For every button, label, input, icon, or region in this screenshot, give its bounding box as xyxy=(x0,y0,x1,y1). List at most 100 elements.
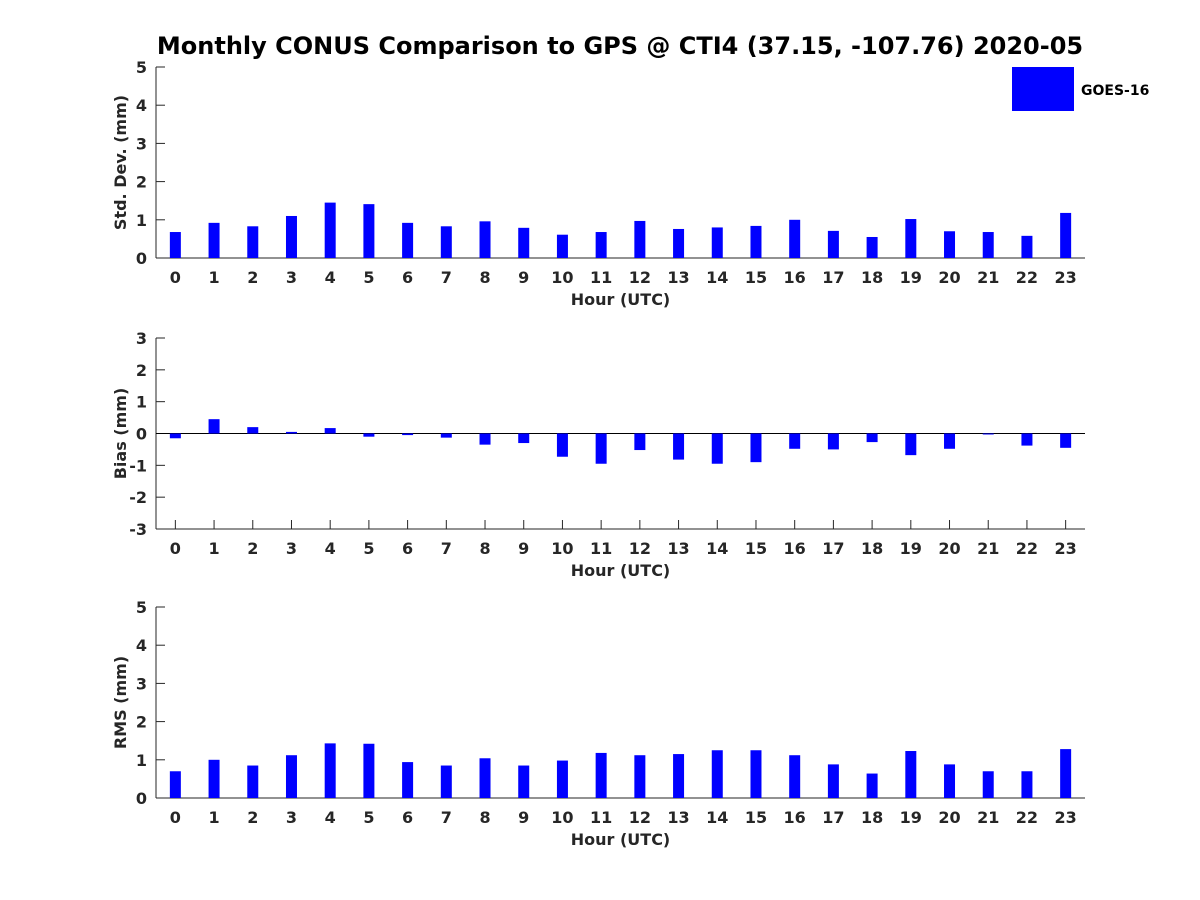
legend-swatch-goes-16 xyxy=(1012,67,1074,111)
x-tick-label: 16 xyxy=(784,539,806,558)
y-axis-label: RMS (mm) xyxy=(111,656,130,749)
bar-hour-10 xyxy=(556,234,568,258)
x-tick-label: 11 xyxy=(590,808,612,827)
bar-hour-0 xyxy=(169,433,181,439)
bar-hour-5 xyxy=(363,743,375,798)
bar-hour-19 xyxy=(905,219,917,258)
y-tick-label: 0 xyxy=(136,249,147,268)
bar-hour-22 xyxy=(1021,433,1033,446)
x-tick-label: 0 xyxy=(170,808,181,827)
bar-hour-1 xyxy=(208,759,220,798)
x-tick-label: 20 xyxy=(938,539,960,558)
bar-hour-10 xyxy=(556,760,568,798)
bar-hour-3 xyxy=(285,755,297,798)
bar-hour-3 xyxy=(285,215,297,258)
x-tick-label: 13 xyxy=(667,808,689,827)
x-tick-label: 8 xyxy=(479,808,490,827)
bar-hour-23 xyxy=(1060,212,1072,258)
bar-hour-6 xyxy=(402,762,414,798)
x-tick-label: 10 xyxy=(551,808,573,827)
bar-hour-11 xyxy=(595,752,607,798)
x-tick-label: 4 xyxy=(325,268,336,287)
x-tick-label: 23 xyxy=(1055,539,1077,558)
x-tick-label: 5 xyxy=(363,808,374,827)
bar-hour-21 xyxy=(982,433,994,435)
bar-hour-22 xyxy=(1021,771,1033,798)
bar-hour-19 xyxy=(905,751,917,798)
bar-hour-20 xyxy=(944,764,956,798)
x-tick-label: 8 xyxy=(479,539,490,558)
y-tick-label: 3 xyxy=(136,674,147,693)
x-tick-label: 7 xyxy=(441,268,452,287)
x-tick-label: 21 xyxy=(977,808,999,827)
x-tick-label: 18 xyxy=(861,268,883,287)
x-tick-label: 0 xyxy=(170,539,181,558)
x-tick-label: 10 xyxy=(551,268,573,287)
x-tick-label: 21 xyxy=(977,268,999,287)
bar-hour-4 xyxy=(324,743,336,798)
bar-hour-18 xyxy=(866,433,878,443)
bar-hour-5 xyxy=(363,433,375,437)
bar-hour-20 xyxy=(944,433,956,449)
x-tick-label: 19 xyxy=(900,808,922,827)
bar-hour-14 xyxy=(711,750,723,798)
bar-hour-7 xyxy=(440,433,452,438)
y-tick-label: 3 xyxy=(136,134,147,153)
bar-hour-17 xyxy=(827,433,839,450)
bar-hour-17 xyxy=(827,764,839,798)
y-tick-label: 0 xyxy=(136,789,147,808)
x-axis-label: Hour (UTC) xyxy=(571,830,671,849)
x-tick-label: 3 xyxy=(286,268,297,287)
bar-hour-9 xyxy=(518,433,530,444)
bar-hour-16 xyxy=(789,219,801,258)
x-tick-label: 5 xyxy=(363,539,374,558)
x-tick-label: 18 xyxy=(861,808,883,827)
bar-hour-12 xyxy=(634,220,646,258)
x-tick-label: 23 xyxy=(1055,268,1077,287)
bar-hour-8 xyxy=(479,758,491,798)
bar-hour-13 xyxy=(673,433,685,460)
y-tick-label: 4 xyxy=(136,636,147,655)
legend-label-goes-16: GOES-16 xyxy=(1081,83,1149,99)
y-tick-label: 4 xyxy=(136,96,147,115)
x-tick-label: 15 xyxy=(745,539,767,558)
bar-hour-15 xyxy=(750,433,762,463)
bar-hour-13 xyxy=(673,228,685,258)
bar-hour-23 xyxy=(1060,749,1072,798)
bar-hour-7 xyxy=(440,765,452,798)
bar-hour-2 xyxy=(247,765,259,798)
x-tick-label: 15 xyxy=(745,268,767,287)
x-tick-label: 20 xyxy=(938,808,960,827)
y-tick-label: -3 xyxy=(129,520,147,539)
bar-hour-1 xyxy=(208,419,220,434)
y-tick-label: 5 xyxy=(136,58,147,77)
legend: GOES-16 xyxy=(1012,67,1149,111)
y-tick-label: 5 xyxy=(136,598,147,617)
x-tick-label: 12 xyxy=(629,539,651,558)
x-axis-label: Hour (UTC) xyxy=(571,290,671,309)
x-tick-label: 23 xyxy=(1055,808,1077,827)
y-tick-label: 1 xyxy=(136,751,147,770)
x-tick-label: 8 xyxy=(479,268,490,287)
y-tick-label: 2 xyxy=(136,713,147,732)
bar-hour-21 xyxy=(982,232,994,258)
x-tick-label: 9 xyxy=(518,808,529,827)
bar-hour-8 xyxy=(479,433,491,445)
bar-hour-11 xyxy=(595,433,607,464)
bar-hour-4 xyxy=(324,202,336,258)
bar-hour-20 xyxy=(944,231,956,258)
bar-hour-12 xyxy=(634,755,646,798)
y-tick-label: 3 xyxy=(136,329,147,348)
x-tick-label: 14 xyxy=(706,808,728,827)
bar-hour-22 xyxy=(1021,235,1033,258)
x-tick-label: 4 xyxy=(325,539,336,558)
x-tick-label: 3 xyxy=(286,808,297,827)
y-axis-label: Bias (mm) xyxy=(111,388,130,480)
y-tick-label: -1 xyxy=(129,456,147,475)
x-tick-label: 1 xyxy=(208,539,219,558)
x-tick-label: 16 xyxy=(784,268,806,287)
